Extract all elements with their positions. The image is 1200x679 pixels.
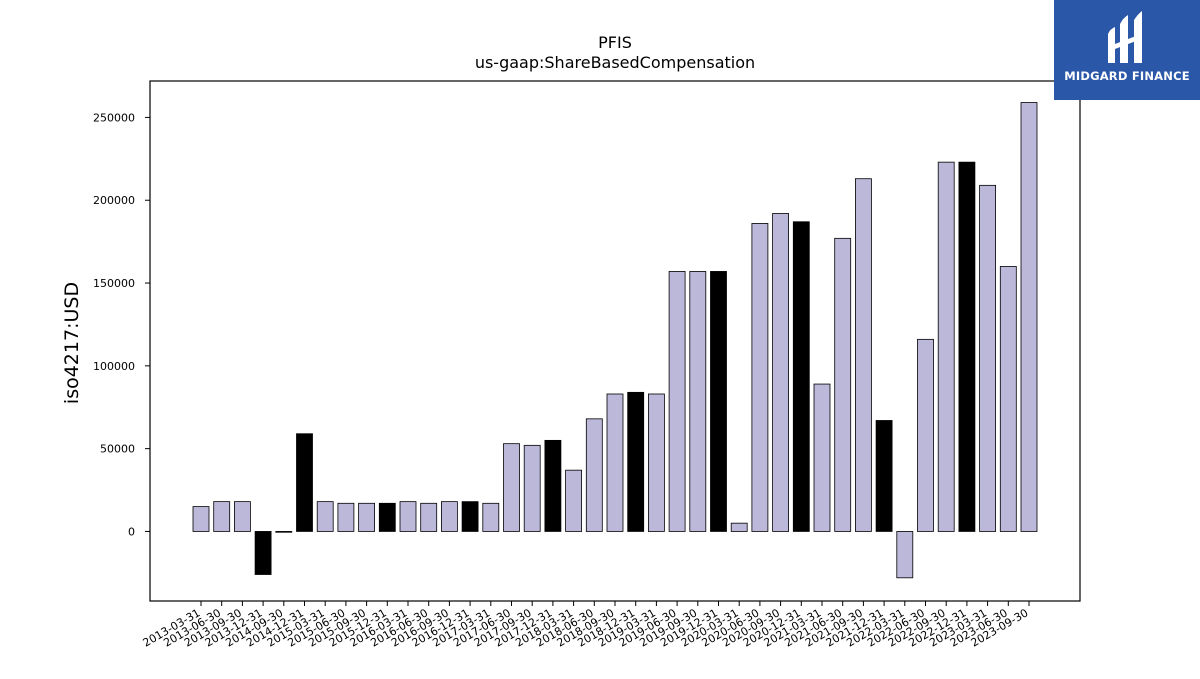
chart-subtitle: us-gaap:ShareBasedCompensation <box>475 53 755 72</box>
bar <box>275 531 293 533</box>
bar <box>999 266 1017 532</box>
bar <box>668 271 686 532</box>
bar <box>213 501 231 532</box>
bar <box>772 213 789 532</box>
bar <box>296 433 313 532</box>
midgard-finance-logo: MIDGARD FINANCE <box>1054 0 1200 100</box>
plot-frame <box>149 80 1081 602</box>
logo-text: MIDGARD FINANCE <box>1064 69 1190 83</box>
y-tick-label: 150000 <box>93 277 135 290</box>
y-axis-label: iso4217:USD <box>61 282 83 404</box>
bar <box>337 502 355 532</box>
bar <box>958 161 976 532</box>
bar <box>482 502 500 532</box>
bar <box>461 501 479 532</box>
bar <box>979 184 996 532</box>
bar <box>440 501 458 532</box>
bar <box>585 418 603 532</box>
bar <box>544 439 562 532</box>
chart-title: PFIS <box>598 33 632 52</box>
bar <box>233 501 251 532</box>
bar <box>813 383 831 532</box>
bar <box>917 338 934 532</box>
bar <box>378 502 396 532</box>
bar <box>523 444 541 532</box>
bar <box>855 178 872 532</box>
bar <box>792 221 810 532</box>
bar <box>689 271 707 532</box>
bar <box>834 237 852 532</box>
bar <box>937 161 955 532</box>
bar <box>606 393 624 532</box>
y-tick-label: 0 <box>128 525 135 538</box>
bar <box>254 531 272 575</box>
bar <box>627 391 645 532</box>
y-tick-label: 250000 <box>93 111 135 124</box>
bar <box>565 469 582 532</box>
y-tick-label: 100000 <box>93 360 135 373</box>
bar <box>503 443 520 532</box>
bar <box>648 393 665 532</box>
bar <box>358 502 376 532</box>
bar <box>192 506 210 532</box>
bar <box>420 502 438 532</box>
bar <box>316 501 334 532</box>
y-tick-label: 50000 <box>100 443 135 456</box>
bar <box>710 271 727 532</box>
bar <box>399 501 417 532</box>
midgard-logo-icon <box>1108 11 1142 63</box>
bar <box>1020 102 1038 532</box>
bar <box>730 522 748 532</box>
bar <box>751 223 769 532</box>
plot-area: 0500001000001500002000002500002013-03-31… <box>93 102 1038 650</box>
y-tick-label: 200000 <box>93 194 135 207</box>
bar <box>875 420 893 532</box>
bar <box>896 531 914 579</box>
